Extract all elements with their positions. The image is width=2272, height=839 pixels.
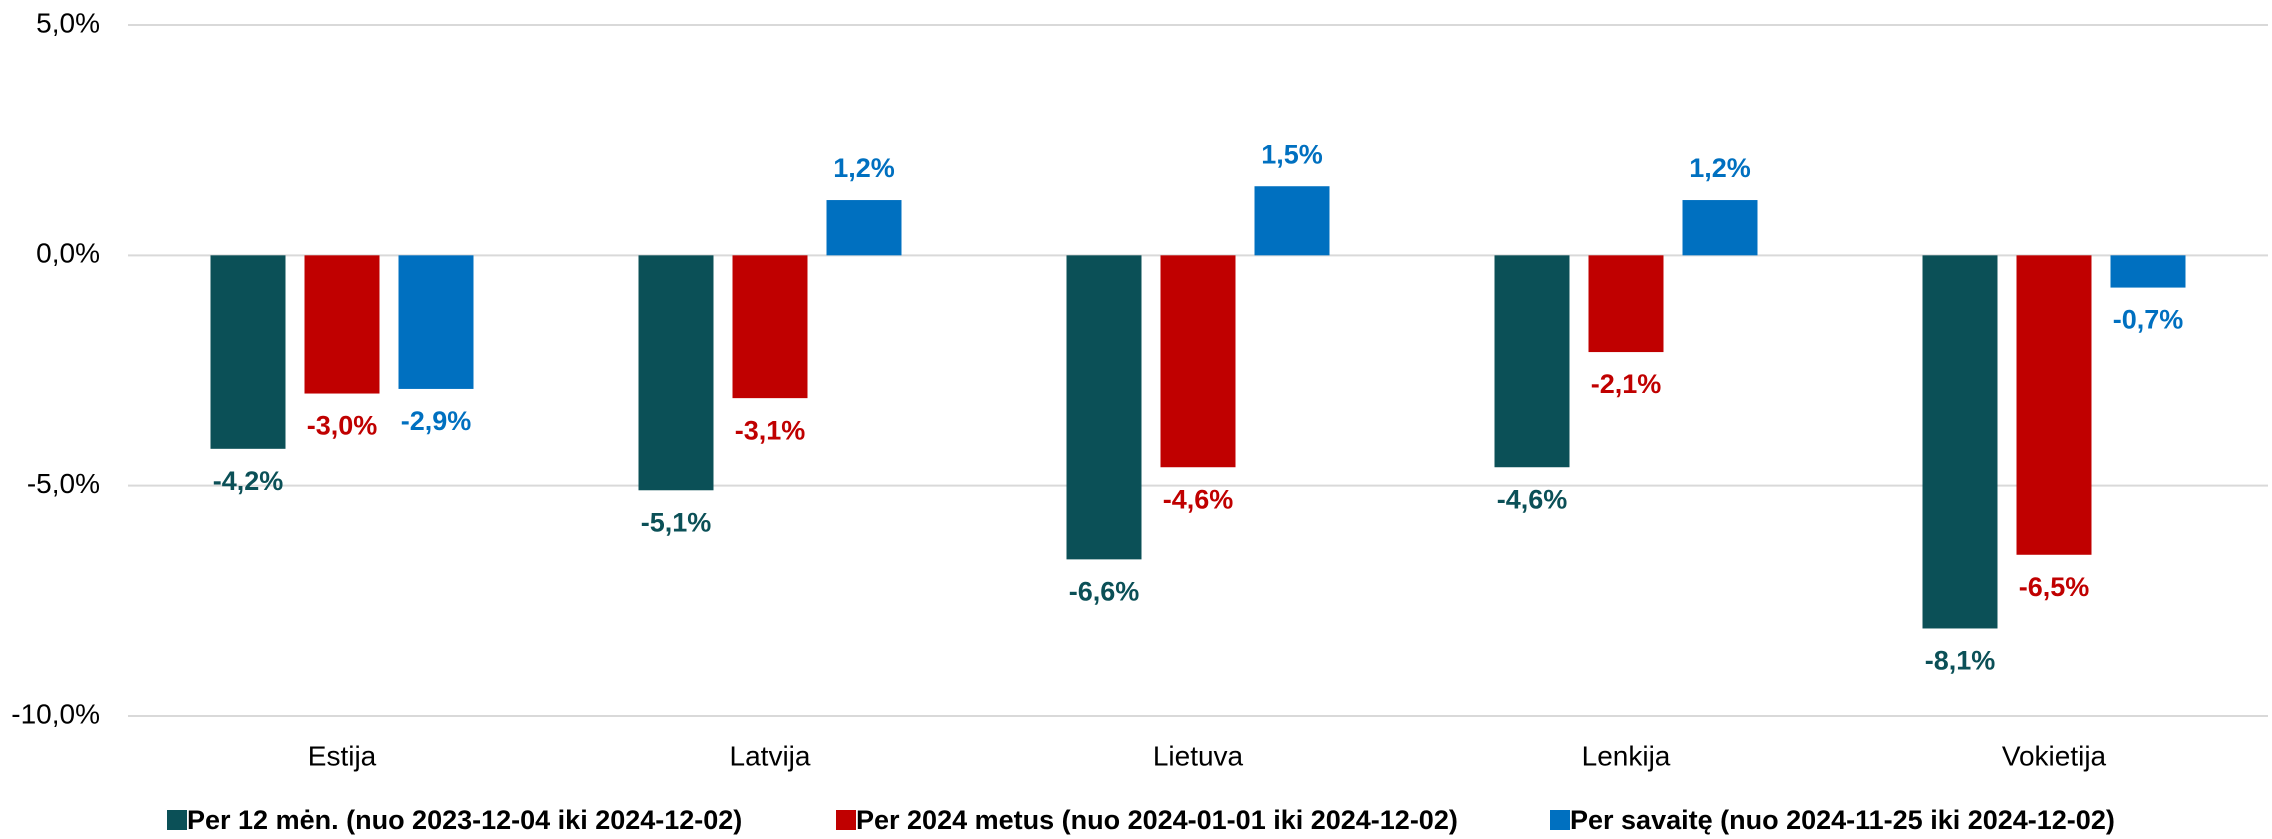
bar	[1494, 255, 1570, 468]
value-label: -2,1%	[1591, 369, 1662, 399]
legend-swatch	[167, 810, 187, 830]
bar	[1922, 255, 1998, 629]
legend-label: Per savaitę (nuo 2024-11-25 iki 2024-12-…	[1570, 805, 2115, 835]
value-label: -3,0%	[307, 411, 378, 441]
bar	[638, 255, 714, 491]
bar	[732, 255, 808, 399]
value-label: -6,5%	[2019, 572, 2090, 602]
bar	[398, 255, 474, 389]
x-tick-label: Vokietija	[2002, 740, 2107, 771]
bar	[304, 255, 380, 394]
bar	[2110, 255, 2186, 288]
y-tick-label: -5,0%	[27, 468, 100, 499]
value-label: -4,6%	[1163, 484, 1234, 514]
bar	[1066, 255, 1142, 560]
value-label: -5,1%	[641, 507, 712, 537]
value-label: -8,1%	[1925, 646, 1996, 676]
y-tick-label: -10,0%	[11, 698, 100, 729]
bar	[1682, 200, 1758, 256]
bar	[2016, 255, 2092, 555]
value-label: 1,5%	[1261, 139, 1323, 169]
x-tick-label: Lietuva	[1153, 740, 1244, 771]
x-tick-label: Estija	[308, 740, 377, 771]
legend-swatch	[1550, 810, 1570, 830]
bar	[826, 200, 902, 256]
value-label: -3,1%	[735, 415, 806, 445]
bar	[1588, 255, 1664, 353]
y-tick-label: 0,0%	[36, 238, 100, 269]
value-label: -4,2%	[213, 466, 284, 496]
bar	[1160, 255, 1236, 468]
value-label: -2,9%	[401, 406, 472, 436]
x-tick-label: Latvija	[730, 740, 811, 771]
value-label: -6,6%	[1069, 576, 1140, 606]
legend-label: Per 2024 metus (nuo 2024-01-01 iki 2024-…	[856, 805, 1458, 835]
legend-swatch	[836, 810, 856, 830]
value-label: -0,7%	[2113, 305, 2184, 335]
legend-label: Per 12 mėn. (nuo 2023-12-04 iki 2024-12-…	[187, 805, 742, 835]
value-label: 1,2%	[833, 153, 895, 183]
bar	[210, 255, 286, 449]
bar	[1254, 186, 1330, 256]
y-tick-label: 5,0%	[36, 7, 100, 38]
x-tick-label: Lenkija	[1582, 740, 1671, 771]
value-label: -4,6%	[1497, 484, 1568, 514]
value-label: 1,2%	[1689, 153, 1751, 183]
